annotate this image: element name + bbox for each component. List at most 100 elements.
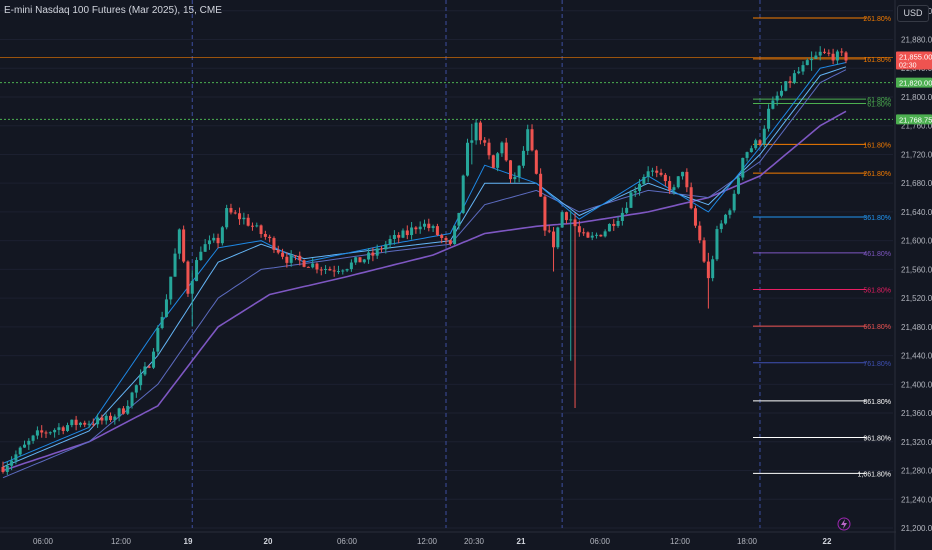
- candle-body: [367, 252, 371, 260]
- candle-body: [44, 432, 48, 434]
- candle-body: [1, 466, 5, 472]
- candle-body: [250, 225, 254, 227]
- fib-level-label: 561.80%: [863, 288, 891, 295]
- candle-body: [66, 425, 70, 431]
- candle-body: [332, 270, 336, 272]
- candle-body: [143, 366, 147, 375]
- fib-level-label: 361.80%: [863, 215, 891, 222]
- candle-body: [805, 60, 809, 66]
- lightning-icon[interactable]: [837, 517, 851, 531]
- candle-body: [822, 51, 827, 53]
- candle-body: [341, 270, 345, 272]
- candle-body: [728, 210, 732, 215]
- candle-body: [599, 234, 603, 237]
- candle-body: [87, 423, 91, 425]
- candle-body: [659, 172, 663, 175]
- candle-body: [453, 225, 457, 245]
- currency-button[interactable]: USD: [897, 5, 929, 22]
- candle-body: [121, 408, 125, 414]
- candle-body: [483, 140, 487, 143]
- ma_long-line: [2, 110, 847, 472]
- candle-body: [35, 430, 39, 436]
- time-axis[interactable]: 06:00 12:00 19 20 06:00 12:00 20:30 21 06:00 12:0…: [33, 537, 832, 546]
- candle-body: [560, 212, 564, 228]
- ema_fast-line: [2, 62, 847, 464]
- candle-body: [354, 257, 358, 263]
- price-tick-label: 21,400.00: [901, 380, 932, 389]
- candle-body: [603, 231, 607, 237]
- candle-body: [229, 208, 233, 213]
- candle-body: [427, 223, 431, 229]
- candle-body: [543, 196, 547, 231]
- candle-body: [487, 142, 491, 156]
- session-break-lines: [191, 0, 761, 528]
- candle-body: [160, 316, 164, 329]
- candle-body: [362, 259, 366, 263]
- candle-body: [526, 129, 530, 151]
- candle-body: [392, 234, 396, 239]
- candle-body: [474, 122, 478, 141]
- time-tick-label: 19: [184, 537, 193, 546]
- candle-body: [840, 51, 844, 53]
- candle-body: [225, 208, 229, 228]
- candle-body: [405, 230, 409, 236]
- fib-level-label: 61.80%: [867, 101, 891, 108]
- candle-body: [607, 223, 611, 232]
- time-tick-label: 12:00: [670, 537, 691, 546]
- candle-body: [595, 234, 599, 236]
- candle-body: [470, 140, 474, 143]
- fib-extension[interactable]: 261.80% 161.80% 61.80%61.80% 161.80% 261.80%…: [753, 16, 891, 478]
- candle-body: [706, 261, 710, 279]
- candle-body: [517, 165, 521, 177]
- fib-level-label: 61.80%: [867, 97, 891, 104]
- candle-body: [199, 251, 203, 261]
- price-tag-value: 21,855.00: [899, 52, 932, 61]
- candle-body: [388, 238, 392, 245]
- candle-body: [61, 427, 65, 431]
- time-tick-label: 20: [264, 537, 273, 546]
- candle-body: [719, 223, 723, 230]
- candle-body: [478, 122, 482, 141]
- candle-body: [418, 226, 422, 230]
- price-tick-label: 21,680.00: [901, 179, 932, 188]
- candle-body: [629, 192, 633, 208]
- candle-body: [457, 212, 461, 226]
- fib-level-label: 261.80%: [863, 171, 891, 178]
- candle-body: [835, 51, 839, 61]
- candle-body: [242, 217, 246, 220]
- price-tick-label: 21,880.00: [901, 36, 932, 45]
- time-tick-label: 06:00: [337, 537, 358, 546]
- candle-body: [164, 299, 168, 317]
- candle-body: [758, 140, 762, 144]
- candle-body: [702, 240, 706, 262]
- price-axis[interactable]: 21,920.0021,880.0021,840.0021,800.0021,7…: [896, 0, 932, 550]
- price-tick-label: 21,560.00: [901, 265, 932, 274]
- candle-body: [573, 219, 577, 227]
- candle-body: [345, 269, 349, 271]
- candle-body: [169, 276, 173, 300]
- candle-body: [78, 422, 82, 425]
- candle-body: [496, 153, 500, 168]
- candle-body: [379, 248, 383, 250]
- candle-body: [130, 392, 134, 406]
- candle-body: [749, 148, 753, 153]
- candle-body: [336, 271, 340, 273]
- candle-body: [775, 95, 779, 101]
- candle-body: [216, 237, 220, 244]
- candle-body: [668, 181, 672, 191]
- candle-body: [818, 51, 822, 56]
- horizontal-levels[interactable]: [0, 57, 893, 120]
- candle-body: [14, 454, 18, 461]
- candle-body: [311, 263, 315, 268]
- price-tag-bg: [896, 51, 932, 70]
- candle-body: [272, 238, 276, 250]
- candle-body: [689, 187, 693, 209]
- candle-body: [638, 183, 642, 191]
- price-tick-label: 21,440.00: [901, 352, 932, 361]
- candle-body: [371, 252, 375, 256]
- candle-body: [156, 328, 160, 352]
- price-tick-label: 21,280.00: [901, 467, 932, 476]
- time-tick-label: 20:30: [464, 537, 485, 546]
- candle-body: [844, 52, 848, 61]
